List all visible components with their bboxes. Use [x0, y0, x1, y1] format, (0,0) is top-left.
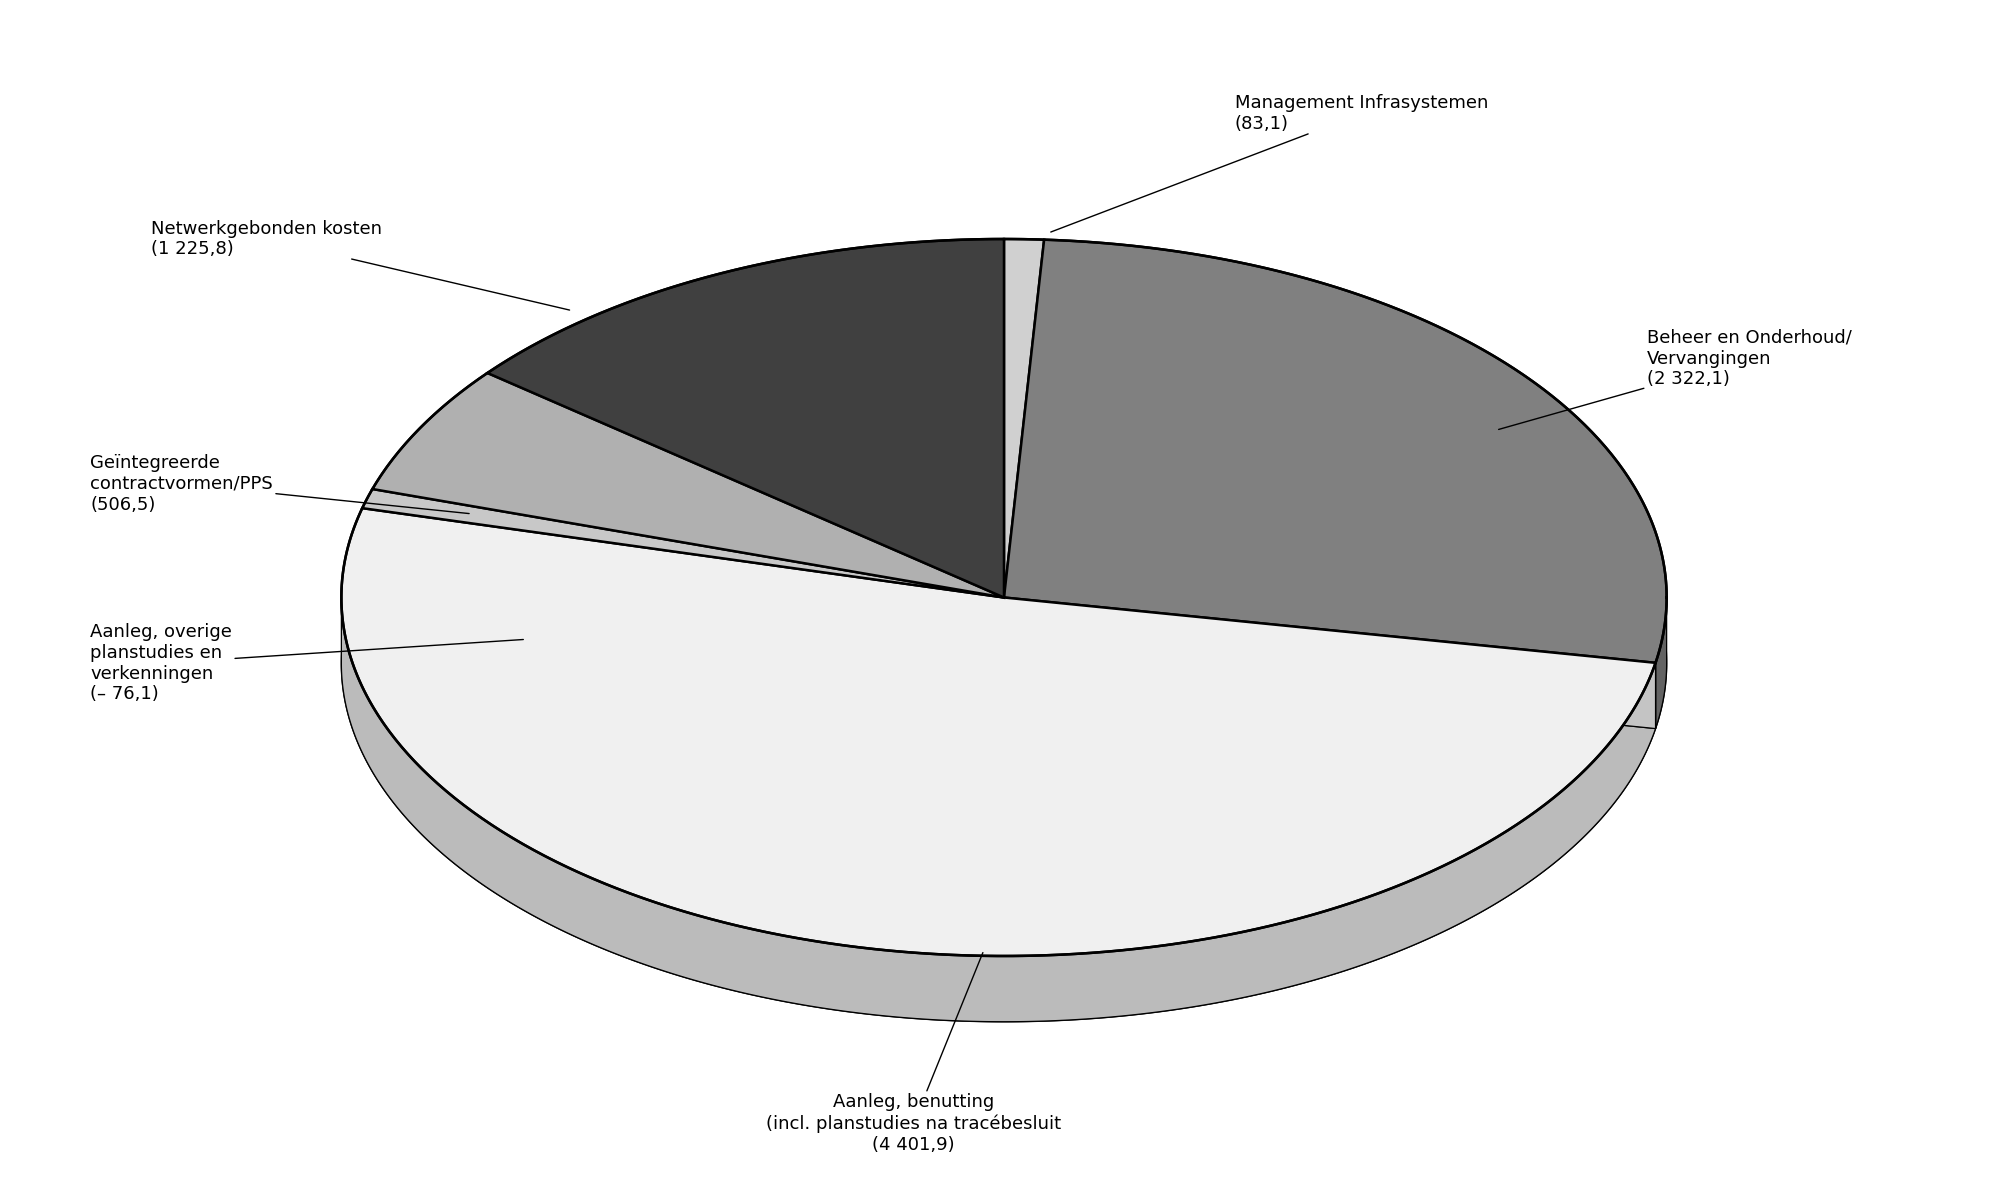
Polygon shape: [1004, 598, 1654, 729]
Polygon shape: [341, 600, 1654, 1022]
Text: Netwerkgebonden kosten
(1 225,8): Netwerkgebonden kosten (1 225,8): [151, 220, 570, 310]
Text: Aanleg, benutting
(incl. planstudies na tracébesluit
(4 401,9): Aanleg, benutting (incl. planstudies na …: [767, 952, 1060, 1153]
Text: Geïntegreerde
contractvormen/PPS
(506,5): Geïntegreerde contractvormen/PPS (506,5): [90, 454, 470, 514]
Polygon shape: [341, 508, 1654, 956]
Polygon shape: [1004, 240, 1666, 663]
Polygon shape: [341, 305, 1666, 1022]
Text: Beheer en Onderhoud/
Vervangingen
(2 322,1): Beheer en Onderhoud/ Vervangingen (2 322…: [1497, 329, 1850, 429]
Polygon shape: [488, 239, 1004, 598]
Polygon shape: [361, 489, 1004, 598]
Polygon shape: [1654, 598, 1666, 729]
Polygon shape: [1004, 239, 1044, 598]
Polygon shape: [1004, 598, 1654, 729]
Text: Management Infrasystemen
(83,1): Management Infrasystemen (83,1): [1050, 94, 1487, 232]
Polygon shape: [371, 373, 1004, 598]
Text: Aanleg, overige
planstudies en
verkenningen
(– 76,1): Aanleg, overige planstudies en verkennin…: [90, 623, 524, 704]
